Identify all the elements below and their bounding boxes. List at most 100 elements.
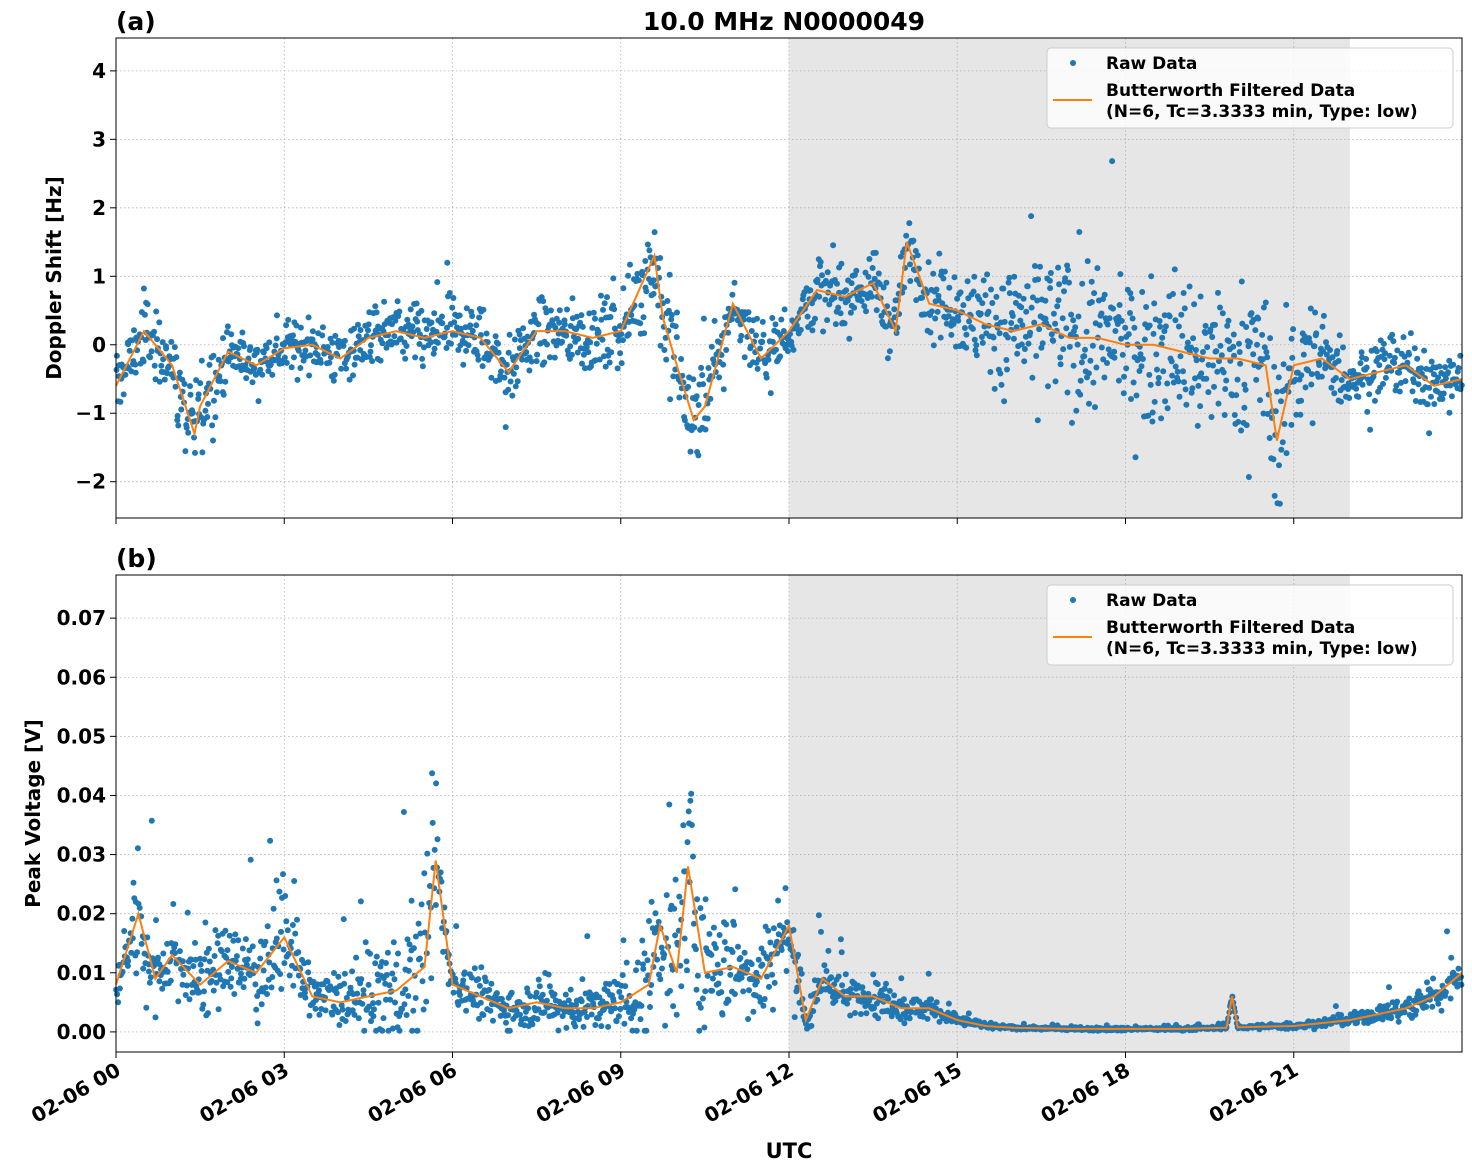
raw-data-point bbox=[319, 324, 326, 331]
raw-data-point bbox=[770, 1006, 776, 1013]
raw-data-point bbox=[488, 980, 495, 987]
raw-data-point bbox=[1236, 349, 1243, 355]
raw-data-point bbox=[335, 973, 342, 980]
raw-data-point bbox=[477, 999, 484, 1006]
raw-data-point bbox=[781, 306, 788, 313]
raw-data-point bbox=[1241, 381, 1248, 388]
raw-data-point bbox=[342, 1018, 349, 1024]
raw-data-point bbox=[977, 310, 984, 317]
raw-data-point bbox=[605, 1023, 612, 1030]
raw-data-point bbox=[1313, 330, 1320, 337]
raw-data-point bbox=[167, 977, 174, 984]
raw-data-point bbox=[775, 897, 782, 904]
raw-data-point bbox=[129, 915, 136, 922]
raw-data-point bbox=[684, 967, 690, 974]
y-tick-label: 0.01 bbox=[57, 961, 106, 985]
raw-data-point bbox=[505, 386, 512, 393]
raw-data-point bbox=[699, 372, 706, 379]
raw-data-point bbox=[357, 898, 364, 905]
raw-data-point bbox=[1411, 345, 1418, 352]
raw-data-point bbox=[808, 1022, 815, 1029]
raw-data-point bbox=[1340, 344, 1346, 351]
raw-data-point bbox=[533, 358, 540, 365]
raw-data-point bbox=[1217, 342, 1224, 349]
raw-data-point bbox=[584, 1014, 590, 1020]
raw-data-point bbox=[1091, 290, 1098, 297]
raw-data-point bbox=[424, 850, 431, 857]
raw-data-point bbox=[554, 1009, 561, 1016]
raw-data-point bbox=[543, 309, 550, 316]
raw-data-point bbox=[618, 331, 625, 338]
raw-data-point bbox=[1283, 450, 1290, 457]
raw-data-point bbox=[289, 922, 296, 928]
raw-data-point bbox=[661, 951, 668, 958]
raw-data-point bbox=[1065, 267, 1071, 273]
raw-data-point bbox=[255, 398, 262, 405]
raw-data-point bbox=[1118, 317, 1125, 324]
raw-data-point bbox=[533, 989, 540, 996]
raw-data-point bbox=[831, 294, 838, 301]
raw-data-point bbox=[606, 981, 613, 987]
raw-data-point bbox=[1189, 385, 1196, 392]
raw-data-point bbox=[1112, 328, 1119, 334]
raw-data-point bbox=[543, 997, 550, 1004]
raw-data-point bbox=[226, 932, 233, 939]
raw-data-point bbox=[1323, 339, 1329, 346]
raw-data-point bbox=[695, 452, 702, 459]
raw-data-point bbox=[343, 994, 350, 1001]
raw-data-point bbox=[860, 989, 867, 996]
raw-data-point bbox=[1390, 338, 1397, 345]
raw-data-point bbox=[753, 332, 759, 339]
raw-data-point bbox=[230, 937, 237, 944]
raw-data-point bbox=[330, 377, 337, 384]
raw-data-point bbox=[872, 249, 879, 256]
raw-data-point bbox=[192, 449, 198, 456]
raw-data-point bbox=[565, 997, 572, 1004]
raw-data-point bbox=[1234, 376, 1241, 383]
raw-data-point bbox=[640, 965, 647, 972]
raw-data-point bbox=[1318, 373, 1325, 380]
raw-data-point bbox=[1075, 313, 1082, 320]
raw-data-point bbox=[569, 295, 576, 302]
raw-data-point bbox=[222, 927, 229, 934]
raw-data-point bbox=[1076, 229, 1083, 235]
raw-data-point bbox=[232, 957, 239, 964]
raw-data-point bbox=[561, 321, 568, 328]
raw-data-point bbox=[314, 352, 321, 358]
raw-data-point bbox=[1023, 308, 1030, 315]
raw-data-point bbox=[683, 958, 690, 965]
raw-data-point bbox=[745, 309, 752, 316]
raw-data-point bbox=[175, 998, 182, 1005]
raw-data-point bbox=[936, 1018, 943, 1025]
raw-data-point bbox=[693, 393, 700, 400]
raw-data-point bbox=[1047, 285, 1054, 292]
raw-data-point bbox=[760, 331, 767, 338]
raw-data-point bbox=[1060, 346, 1067, 353]
raw-data-point bbox=[148, 348, 155, 355]
raw-data-point bbox=[783, 968, 790, 974]
raw-data-point bbox=[1073, 407, 1080, 414]
raw-data-point bbox=[1138, 363, 1145, 370]
raw-data-point bbox=[1182, 386, 1189, 393]
raw-data-point bbox=[564, 306, 570, 313]
raw-data-point bbox=[1098, 310, 1105, 317]
raw-data-point bbox=[1188, 344, 1195, 351]
raw-data-point bbox=[939, 300, 946, 307]
raw-data-point bbox=[360, 987, 367, 994]
raw-data-point bbox=[1393, 382, 1400, 389]
raw-data-point bbox=[1358, 349, 1365, 356]
raw-data-point bbox=[694, 972, 701, 979]
raw-data-point bbox=[1423, 1003, 1430, 1010]
raw-data-point bbox=[681, 935, 688, 942]
raw-data-point bbox=[857, 1011, 864, 1017]
raw-data-point bbox=[765, 356, 772, 363]
raw-data-point bbox=[1353, 385, 1360, 392]
raw-data-point bbox=[1157, 323, 1164, 330]
raw-data-point bbox=[729, 291, 736, 298]
raw-data-point bbox=[1210, 362, 1216, 369]
raw-data-point bbox=[534, 1016, 541, 1022]
raw-data-point bbox=[204, 414, 211, 420]
raw-data-point bbox=[1237, 360, 1244, 367]
raw-data-point bbox=[1424, 401, 1431, 408]
raw-data-point bbox=[753, 978, 760, 985]
